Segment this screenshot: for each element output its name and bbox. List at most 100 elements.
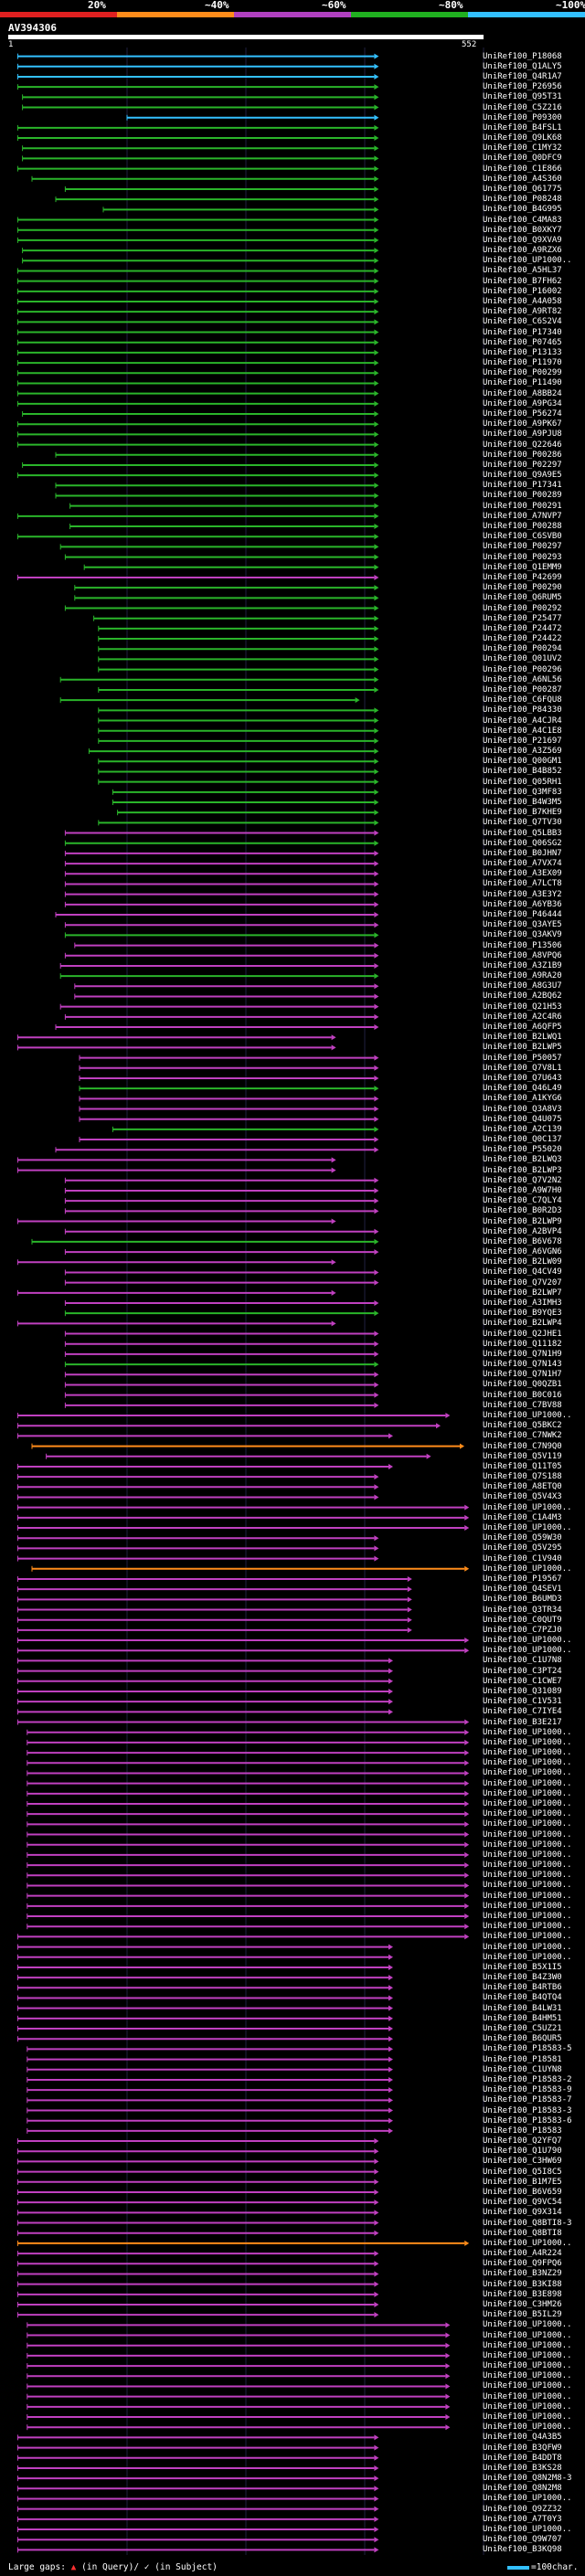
hit-label[interactable]: UniRef100_A8VPQ6: [483, 950, 562, 960]
hit-label[interactable]: UniRef100_A1KYG6: [483, 1094, 562, 1104]
hit-label[interactable]: UniRef100_UP1000..: [483, 1850, 572, 1860]
hit-label[interactable]: UniRef100_C5Z216: [483, 102, 562, 112]
hit-label[interactable]: UniRef100_Q05RH1: [483, 777, 562, 787]
hit-label[interactable]: UniRef100_Q4SEV1: [483, 1585, 562, 1595]
hit-label[interactable]: UniRef100_Q7V8L1: [483, 1063, 562, 1073]
hit-label[interactable]: UniRef100_B4B852: [483, 767, 562, 777]
hit-label[interactable]: UniRef100_C1A4M3: [483, 1512, 562, 1522]
hit-label[interactable]: UniRef100_Q8N2M8: [483, 2484, 562, 2494]
hit-label[interactable]: UniRef100_Q61775: [483, 184, 562, 194]
hit-label[interactable]: UniRef100_A9RZX6: [483, 246, 562, 256]
hit-label[interactable]: UniRef100_UP1000..: [483, 1727, 572, 1737]
hit-label[interactable]: UniRef100_P18583-9: [483, 2085, 572, 2095]
hit-label[interactable]: UniRef100_Q06SG2: [483, 838, 562, 848]
hit-label[interactable]: UniRef100_B3NZ29: [483, 2269, 562, 2279]
hit-label[interactable]: UniRef100_B0JHN7: [483, 848, 562, 858]
hit-label[interactable]: UniRef100_Q7N143: [483, 1360, 562, 1370]
hit-label[interactable]: UniRef100_B3KI88: [483, 2279, 562, 2289]
hit-label[interactable]: UniRef100_Q9W707: [483, 2535, 562, 2545]
hit-label[interactable]: UniRef100_A2BVP4: [483, 1226, 562, 1236]
hit-label[interactable]: UniRef100_UP1000..: [483, 1839, 572, 1850]
hit-label[interactable]: UniRef100_P00289: [483, 491, 562, 501]
hit-label[interactable]: UniRef100_UP1000..: [483, 1871, 572, 1881]
hit-label[interactable]: UniRef100_P18583-7: [483, 2095, 572, 2105]
hit-label[interactable]: UniRef100_Q2JHE1: [483, 1329, 562, 1339]
hit-label[interactable]: UniRef100_P18068: [483, 51, 562, 61]
hit-label[interactable]: UniRef100_Q0C137: [483, 1135, 562, 1145]
hit-label[interactable]: UniRef100_Q59W30: [483, 1533, 562, 1543]
hit-label[interactable]: UniRef100_P17341: [483, 481, 562, 491]
hit-label[interactable]: UniRef100_Q3AYE5: [483, 920, 562, 930]
hit-label[interactable]: UniRef100_P00296: [483, 664, 562, 674]
hit-label[interactable]: UniRef100_B2LWP9: [483, 1216, 562, 1226]
hit-label[interactable]: UniRef100_P25477: [483, 613, 562, 623]
hit-label[interactable]: UniRef100_P11490: [483, 378, 562, 388]
hit-label[interactable]: UniRef100_UP1000..: [483, 2391, 572, 2401]
hit-label[interactable]: UniRef100_Q8BTI8-3: [483, 2218, 572, 2228]
hit-label[interactable]: UniRef100_B6V678: [483, 1236, 562, 1246]
hit-label[interactable]: UniRef100_B4DDT8: [483, 2453, 562, 2463]
hit-label[interactable]: UniRef100_P18583-2: [483, 2074, 572, 2084]
hit-label[interactable]: UniRef100_UP1000..: [483, 2494, 572, 2504]
hit-label[interactable]: UniRef100_C7BV88: [483, 1400, 562, 1410]
hit-label[interactable]: UniRef100_P18583-5: [483, 2044, 572, 2054]
hit-label[interactable]: UniRef100_B4FSL1: [483, 122, 562, 133]
hit-label[interactable]: UniRef100_A4R224: [483, 2249, 562, 2259]
hit-label[interactable]: UniRef100_A5HL37: [483, 266, 562, 276]
hit-label[interactable]: UniRef100_B2LWQ1: [483, 1033, 562, 1043]
hit-label[interactable]: UniRef100_UP1000..: [483, 1952, 572, 1962]
hit-label[interactable]: UniRef100_C5UZ21: [483, 2024, 562, 2034]
hit-label[interactable]: UniRef100_UP1000..: [483, 1891, 572, 1901]
hit-label[interactable]: UniRef100_P21697: [483, 736, 562, 746]
hit-label[interactable]: UniRef100_P09300: [483, 112, 562, 122]
hit-label[interactable]: UniRef100_C7N9Q0: [483, 1441, 562, 1451]
hit-label[interactable]: UniRef100_B2LW09: [483, 1257, 562, 1267]
hit-label[interactable]: UniRef100_A8BB24: [483, 388, 562, 398]
hit-label[interactable]: UniRef100_C3PT24: [483, 1666, 562, 1676]
hit-label[interactable]: UniRef100_UP1000..: [483, 1860, 572, 1871]
hit-label[interactable]: UniRef100_P00291: [483, 501, 562, 511]
hit-label[interactable]: UniRef100_Q22646: [483, 440, 562, 450]
hit-label[interactable]: UniRef100_A6NL56: [483, 674, 562, 684]
hit-label[interactable]: UniRef100_P18583-3: [483, 2105, 572, 2115]
hit-label[interactable]: UniRef100_Q7V207: [483, 1277, 562, 1288]
hit-label[interactable]: UniRef100_P00299: [483, 368, 562, 378]
hit-label[interactable]: UniRef100_UP1000..: [483, 1809, 572, 1819]
hit-label[interactable]: UniRef100_Q7S188: [483, 1472, 562, 1482]
hit-label[interactable]: UniRef100_Q5V119: [483, 1451, 562, 1461]
hit-label[interactable]: UniRef100_A8G3U7: [483, 981, 562, 991]
hit-label[interactable]: UniRef100_B4HM51: [483, 2013, 562, 2023]
hit-label[interactable]: UniRef100_A9PJU8: [483, 429, 562, 440]
hit-label[interactable]: UniRef100_C4MA83: [483, 215, 562, 225]
hit-label[interactable]: UniRef100_P18583: [483, 2125, 562, 2136]
hit-label[interactable]: UniRef100_A3E3Y2: [483, 889, 562, 899]
hit-label[interactable]: UniRef100_UP1000..: [483, 1411, 572, 1421]
hit-label[interactable]: UniRef100_Q3MF83: [483, 787, 562, 797]
hit-label[interactable]: UniRef100_B7KHE9: [483, 808, 562, 818]
hit-label[interactable]: UniRef100_B4G995: [483, 205, 562, 215]
hit-label[interactable]: UniRef100_Q4R1A7: [483, 71, 562, 81]
hit-label[interactable]: UniRef100_A6VGN6: [483, 1247, 562, 1257]
hit-label[interactable]: UniRef100_Q9FPQ6: [483, 2259, 562, 2269]
hit-label[interactable]: UniRef100_UP1000..: [483, 2330, 572, 2340]
hit-label[interactable]: UniRef100_Q1EMM9: [483, 562, 562, 572]
hit-label[interactable]: UniRef100_UP1000..: [483, 1523, 572, 1533]
hit-label[interactable]: UniRef100_P18583-6: [483, 2115, 572, 2125]
hit-label[interactable]: UniRef100_C6S2V4: [483, 317, 562, 327]
hit-label[interactable]: UniRef100_A4C1E8: [483, 726, 562, 736]
hit-label[interactable]: UniRef100_A6QFP5: [483, 1023, 562, 1033]
hit-label[interactable]: UniRef100_UP1000..: [483, 2238, 572, 2248]
hit-label[interactable]: UniRef100_UP1000..: [483, 1799, 572, 1808]
hit-label[interactable]: UniRef100_Q5BKC2: [483, 1421, 562, 1431]
hit-label[interactable]: UniRef100_B3E898: [483, 2289, 562, 2299]
hit-label[interactable]: UniRef100_P00294: [483, 644, 562, 654]
hit-label[interactable]: UniRef100_B2LWP4: [483, 1319, 562, 1329]
hit-label[interactable]: UniRef100_B1M7E5: [483, 2177, 562, 2187]
hit-label[interactable]: UniRef100_P24422: [483, 634, 562, 644]
hit-label[interactable]: UniRef100_C3HW69: [483, 2157, 562, 2167]
hit-label[interactable]: UniRef100_A8ETQ0: [483, 1482, 562, 1492]
hit-label[interactable]: UniRef100_P11970: [483, 358, 562, 368]
hit-label[interactable]: UniRef100_C7NWK2: [483, 1431, 562, 1441]
hit-label[interactable]: UniRef100_UP1000..: [483, 1778, 572, 1788]
hit-label[interactable]: UniRef100_Q9XVA9: [483, 235, 562, 245]
